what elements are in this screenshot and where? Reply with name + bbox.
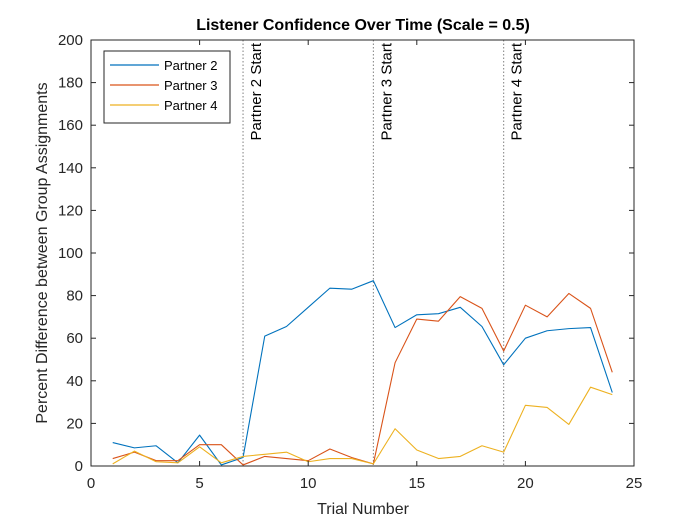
x-tick-label: 25 <box>626 475 643 492</box>
vline-label-3: Partner 4 Start <box>509 42 526 140</box>
y-tick-label: 60 <box>66 330 83 347</box>
x-axis-label: Trial Number <box>317 501 410 518</box>
series-line-3 <box>112 386 613 465</box>
y-tick-label: 120 <box>58 202 83 219</box>
y-tick-label: 100 <box>58 245 83 262</box>
x-tick-label: 10 <box>300 475 317 492</box>
vline-label-2: Partner 3 Start <box>378 42 395 140</box>
x-tick-label: 15 <box>408 475 425 492</box>
legend-box <box>103 50 231 124</box>
legend-label-3: Partner 4 <box>164 98 217 113</box>
vline-label-1: Partner 2 Start <box>248 42 265 140</box>
chart-title: Listener Confidence Over Time (Scale = 0… <box>196 17 530 34</box>
x-tick-label: 20 <box>517 475 534 492</box>
y-tick-label: 180 <box>58 75 83 92</box>
y-tick-label: 0 <box>75 458 83 475</box>
y-tick-label: 80 <box>66 288 83 305</box>
series-line-1 <box>112 280 613 466</box>
y-tick-label: 160 <box>58 117 83 134</box>
y-tick-label: 200 <box>58 32 83 49</box>
y-tick-label: 20 <box>66 415 83 432</box>
y-tick-label: 40 <box>66 373 83 390</box>
y-tick-label: 140 <box>58 160 83 177</box>
x-tick-label: 0 <box>87 475 95 492</box>
legend-label-2: Partner 3 <box>164 78 217 93</box>
y-axis-label: Percent Difference between Group Assignm… <box>34 82 51 423</box>
legend-label-1: Partner 2 <box>164 58 217 73</box>
x-tick-label: 5 <box>195 475 203 492</box>
